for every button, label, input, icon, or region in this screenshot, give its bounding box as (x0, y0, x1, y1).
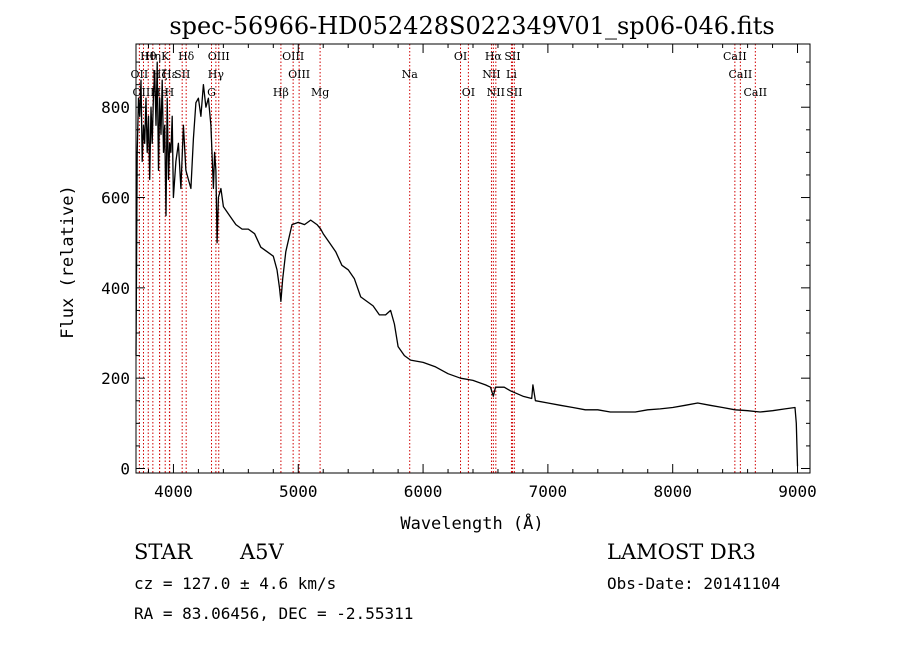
x-tick-label: 8000 (653, 482, 692, 501)
line-marker-label: OIII (208, 50, 230, 63)
x-tick-label: 7000 (529, 482, 568, 501)
line-marker-label: NII (487, 86, 505, 99)
line-marker-label: Hα (485, 50, 503, 63)
redshift-velocity: cz = 127.0 ± 4.6 km/s (134, 574, 337, 593)
line-marker-label: CaII (723, 50, 747, 63)
line-marker-label: OIII (282, 50, 304, 63)
line-marker-label: H (165, 86, 175, 99)
survey-name: LAMOST DR3 (607, 540, 756, 564)
line-marker-label: SII (504, 50, 520, 63)
line-marker-label: OIII (132, 86, 154, 99)
line-marker-label: Hγ (208, 68, 225, 81)
spectrum-line (135, 61, 799, 467)
y-axis-label: Flux (relative) (58, 185, 78, 339)
line-marker-label: Hθ (140, 50, 157, 63)
line-marker-label: Hδ (178, 50, 195, 63)
y-tick-label: 600 (101, 189, 130, 208)
line-marker-label: Hη (145, 50, 161, 63)
line-marker-label: K (161, 50, 170, 63)
observation-date: Obs-Date: 20141104 (607, 574, 781, 593)
line-marker-label: Hζ (152, 68, 168, 81)
x-tick-label: 5000 (279, 482, 318, 501)
line-marker-label: OII (131, 68, 149, 81)
line-marker-label: CaII (729, 68, 753, 81)
y-tick-label: 0 (120, 459, 130, 478)
line-marker-label: G (207, 86, 216, 99)
line-marker-label: OI (462, 86, 475, 99)
y-tick-label: 400 (101, 279, 130, 298)
x-axis: 4000 5000 6000 7000 8000 9000 (147, 44, 817, 501)
plot-frame (135, 43, 811, 474)
line-marker-label: SII (506, 86, 522, 99)
line-marker-label: Mg (311, 86, 329, 99)
line-marker-label: Li (506, 68, 517, 81)
x-tick-label: 9000 (778, 482, 817, 501)
line-marker-label: Hε (162, 68, 178, 81)
coordinates: RA = 83.06456, DEC = -2.55311 (134, 604, 414, 623)
line-marker-label: OI (454, 50, 467, 63)
y-tick-label: 800 (101, 98, 130, 117)
y-tick-label: 200 (101, 369, 130, 388)
line-marker-label: CaII (743, 86, 767, 99)
x-tick-label: 4000 (154, 482, 193, 501)
x-tick-label: 6000 (404, 482, 443, 501)
chart-title: spec-56966-HD052428S022349V01_sp06-046.f… (169, 12, 774, 40)
line-marker-label: Hβ (273, 86, 289, 99)
x-axis-label: Wavelength (Å) (400, 512, 543, 534)
y-axis: 0 200 400 600 800 (101, 61, 810, 478)
line-marker-label: NII (482, 68, 500, 81)
emission-line-markers (138, 44, 756, 473)
line-marker-label: SII (174, 68, 190, 81)
object-class: STAR (134, 540, 193, 564)
line-marker-label: OIII (288, 68, 310, 81)
line-marker-label: Na (402, 68, 419, 81)
object-subclass: A5V (240, 540, 284, 564)
